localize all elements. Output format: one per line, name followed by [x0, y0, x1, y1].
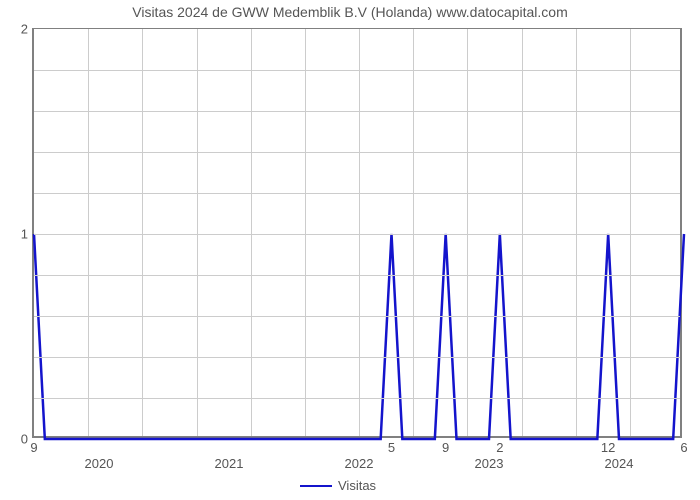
x-value-label: 6 — [680, 436, 687, 455]
grid-horizontal-minor — [34, 275, 680, 276]
grid-horizontal-minor — [34, 70, 680, 71]
x-value-label: 9 — [30, 436, 37, 455]
grid-vertical — [305, 29, 306, 436]
grid-vertical — [251, 29, 252, 436]
grid-vertical — [413, 29, 414, 436]
x-year-label: 2024 — [605, 436, 634, 471]
legend-label: Visitas — [338, 478, 376, 493]
y-tick-label: 1 — [21, 227, 34, 242]
grid-horizontal-minor — [34, 152, 680, 153]
legend: Visitas — [300, 478, 376, 493]
x-year-label: 2023 — [475, 436, 504, 471]
grid-vertical — [142, 29, 143, 436]
grid-vertical — [630, 29, 631, 436]
grid-horizontal-minor — [34, 316, 680, 317]
grid-horizontal-minor — [34, 357, 680, 358]
legend-swatch — [300, 485, 332, 487]
plot-area: 012959212620202021202220232024 — [32, 28, 682, 438]
grid-horizontal-minor — [34, 193, 680, 194]
grid-vertical — [197, 29, 198, 436]
grid-horizontal-minor — [34, 398, 680, 399]
x-year-label: 2022 — [345, 436, 374, 471]
x-value-label: 5 — [388, 436, 395, 455]
x-year-label: 2021 — [215, 436, 244, 471]
chart-container: Visitas 2024 de GWW Medemblik B.V (Holan… — [0, 0, 700, 500]
grid-vertical — [359, 29, 360, 436]
x-year-label: 2020 — [85, 436, 114, 471]
grid-horizontal-minor — [34, 111, 680, 112]
grid-vertical — [576, 29, 577, 436]
grid-vertical — [88, 29, 89, 436]
grid-vertical — [467, 29, 468, 436]
grid-vertical — [522, 29, 523, 436]
grid-horizontal — [34, 234, 680, 235]
x-value-label: 9 — [442, 436, 449, 455]
y-tick-label: 2 — [21, 22, 34, 37]
chart-title: Visitas 2024 de GWW Medemblik B.V (Holan… — [0, 4, 700, 20]
